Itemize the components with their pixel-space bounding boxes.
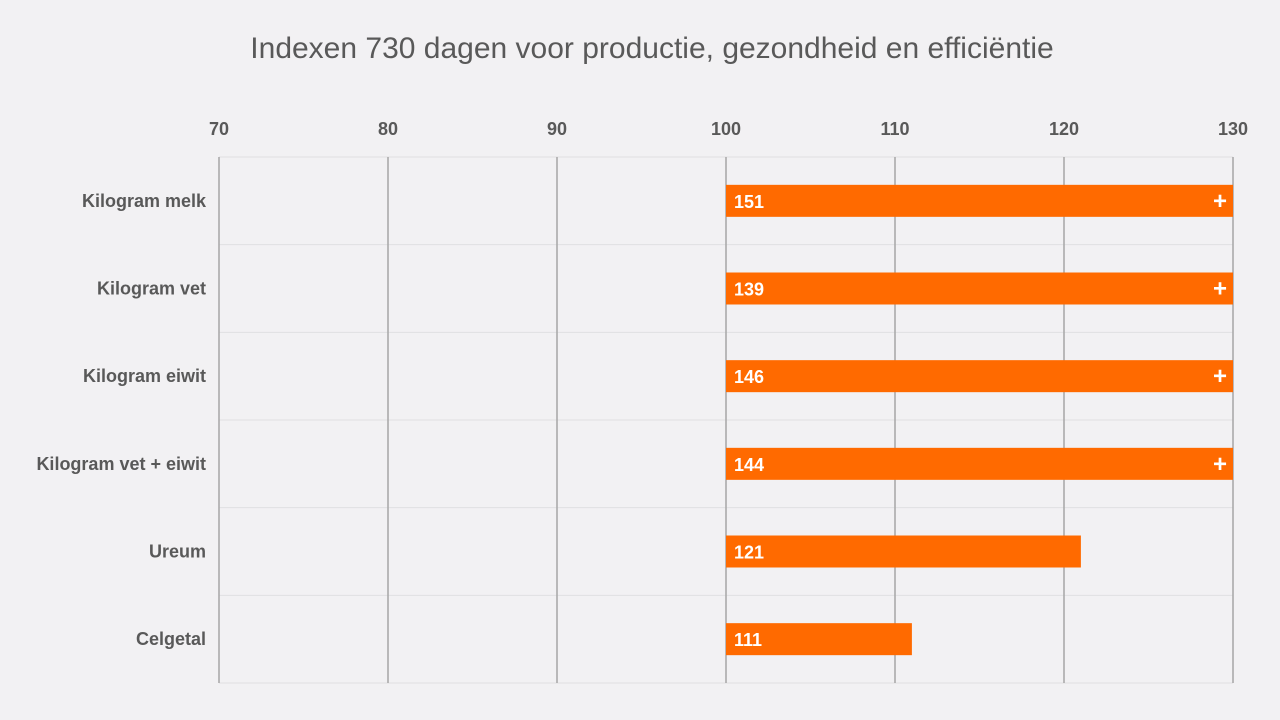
data-label: 144	[734, 455, 764, 475]
chart-title: Indexen 730 dagen voor productie, gezond…	[250, 32, 1054, 65]
category-label: Kilogram vet	[97, 279, 206, 299]
overflow-marker: +	[1213, 363, 1227, 390]
category-label: Kilogram vet + eiwit	[36, 454, 206, 474]
bar	[726, 535, 1081, 568]
category-label: Celgetal	[136, 629, 206, 649]
bar	[726, 272, 1233, 305]
category-label: Kilogram melk	[82, 191, 207, 211]
x-tick-label: 100	[711, 119, 741, 139]
bar	[726, 360, 1233, 393]
data-label: 121	[734, 543, 764, 563]
bar	[726, 623, 912, 656]
bar	[726, 184, 1233, 217]
bar	[726, 447, 1233, 480]
x-tick-label: 130	[1218, 119, 1248, 139]
overflow-marker: +	[1213, 451, 1227, 478]
x-tick-label: 70	[209, 119, 229, 139]
x-tick-label: 80	[378, 119, 398, 139]
data-label: 146	[734, 367, 764, 387]
category-label: Ureum	[149, 542, 206, 562]
overflow-marker: +	[1213, 188, 1227, 215]
data-label: 151	[734, 192, 764, 212]
x-tick-label: 90	[547, 119, 567, 139]
category-label: Kilogram eiwit	[83, 366, 206, 386]
data-label: 139	[734, 280, 764, 300]
x-tick-label: 120	[1049, 119, 1079, 139]
data-label: 111	[734, 630, 762, 650]
x-tick-label: 110	[880, 119, 909, 139]
overflow-marker: +	[1213, 276, 1227, 303]
